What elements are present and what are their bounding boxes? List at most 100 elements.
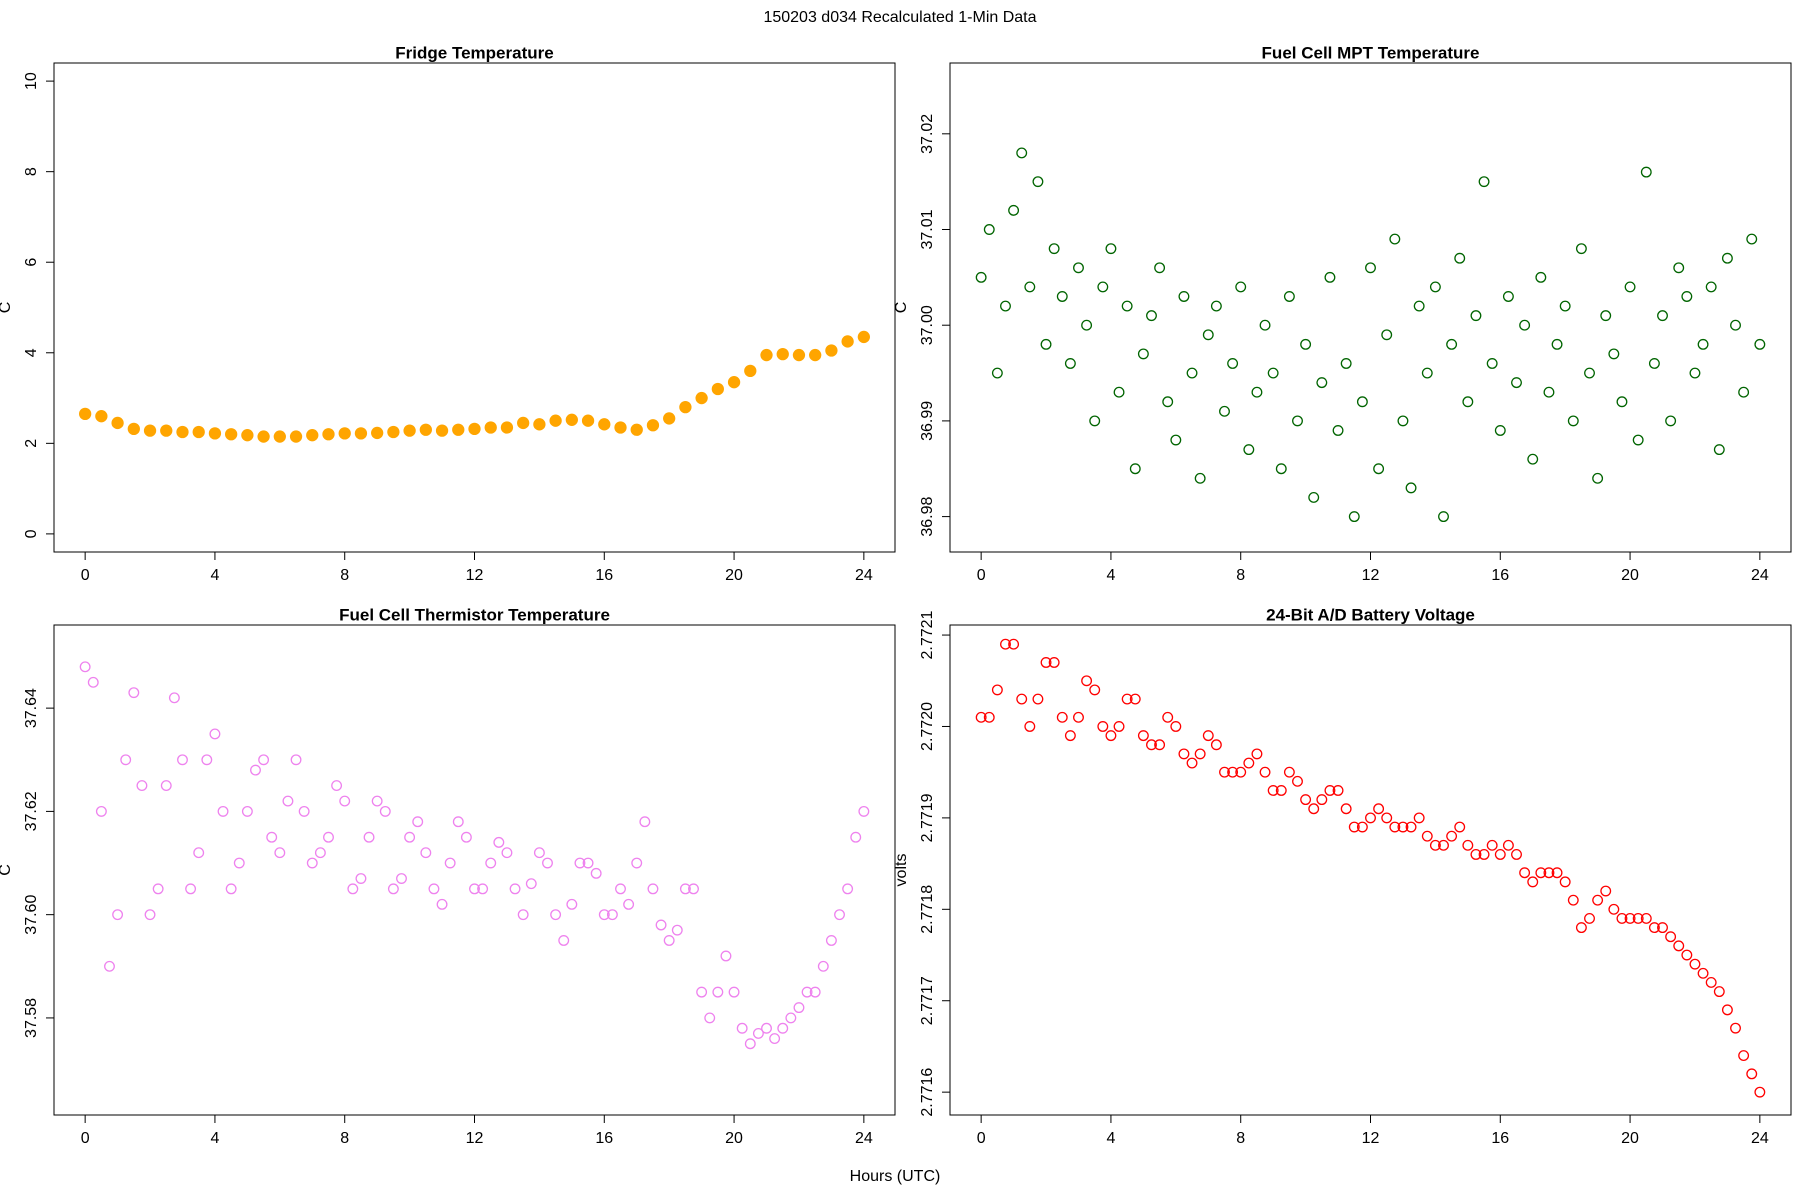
y-tick-label: 37.00 [919, 305, 936, 345]
data-point [1746, 233, 1758, 245]
data-point [1567, 894, 1579, 906]
data-point [233, 857, 245, 869]
x-tick-label: 0 [81, 567, 90, 584]
data-point [452, 423, 465, 436]
data-point [1105, 243, 1117, 255]
data-point [331, 780, 343, 792]
data-point [78, 407, 92, 421]
y-tick-label: 2.7719 [919, 793, 936, 842]
x-tick-label: 8 [340, 1130, 349, 1147]
data-point [1000, 638, 1011, 650]
data-point [1219, 766, 1230, 778]
data-point [509, 883, 521, 895]
x-tick-label: 12 [466, 1130, 484, 1147]
x-tick-label: 8 [1236, 1130, 1245, 1147]
y-tick-label: 37.64 [23, 688, 40, 728]
data-point [144, 909, 156, 921]
data-point [834, 909, 845, 921]
data-point [1081, 675, 1093, 687]
data-point [379, 805, 391, 817]
data-point [1454, 252, 1466, 264]
data-point [1316, 377, 1328, 389]
x-tick-label: 0 [81, 1130, 90, 1147]
data-point [1575, 243, 1587, 255]
data-point [112, 909, 124, 921]
plot-frame [949, 62, 1792, 553]
x-tick-label: 24 [855, 567, 873, 584]
data-point [104, 960, 115, 972]
data-point [574, 857, 586, 869]
data-point [314, 847, 326, 859]
data-point [1470, 310, 1482, 322]
data-point [1608, 348, 1620, 360]
plot-frame [949, 624, 1792, 1116]
data-point [1300, 338, 1312, 350]
data-point [1008, 638, 1020, 650]
data-point [79, 661, 91, 673]
data-point [704, 1012, 716, 1024]
data-point [776, 347, 789, 361]
data-point [1137, 348, 1149, 360]
plot-frame [53, 624, 896, 1116]
data-point [1559, 300, 1571, 312]
data-point [120, 754, 132, 766]
data-point [1210, 300, 1222, 312]
data-point [1040, 338, 1052, 350]
data-point [1616, 913, 1628, 924]
x-tick-label: 4 [210, 567, 219, 584]
data-point [1429, 281, 1441, 293]
data-point [266, 831, 278, 843]
x-tick-label: 16 [595, 567, 613, 584]
data-point [727, 376, 741, 389]
y-tick-label: 37.02 [919, 114, 936, 154]
y-tick-label: 2.7717 [919, 976, 936, 1025]
y-axis-label: C [893, 302, 910, 314]
data-point [192, 425, 205, 439]
data-point [1470, 849, 1482, 860]
data-point [785, 1012, 797, 1024]
data-point [1202, 329, 1214, 341]
data-point [1624, 281, 1636, 293]
data-point [1129, 693, 1141, 705]
data-point [338, 427, 351, 440]
x-tick-label: 8 [1236, 567, 1245, 584]
data-point [1397, 415, 1409, 427]
data-point [1251, 386, 1263, 398]
data-point [1024, 721, 1036, 732]
data-point [1511, 849, 1522, 860]
data-point [1186, 757, 1198, 769]
data-point [1089, 415, 1101, 427]
x-tick-label: 0 [977, 567, 986, 584]
data-point [1478, 849, 1490, 860]
data-point [1592, 894, 1604, 906]
data-point [1170, 721, 1182, 732]
data-point [501, 847, 513, 859]
data-point [1365, 262, 1376, 274]
data-point [1705, 281, 1717, 293]
data-point [177, 754, 188, 766]
data-point [1413, 300, 1425, 312]
x-tick-label: 24 [855, 1130, 873, 1147]
panel-title: Fuel Cell Thermistor Temperature [339, 605, 610, 624]
data-point [1551, 867, 1563, 879]
data-point [566, 898, 578, 910]
data-point [1300, 794, 1312, 806]
data-point [1616, 396, 1628, 408]
data-point [1389, 233, 1401, 245]
data-point [744, 364, 757, 378]
data-point [1657, 310, 1668, 322]
data-point [1056, 711, 1068, 723]
data-point [688, 883, 699, 895]
data-point [752, 1027, 764, 1039]
data-point [484, 421, 497, 434]
data-point [631, 857, 643, 869]
data-point [1584, 913, 1595, 924]
x-tick-label: 4 [1106, 1130, 1115, 1147]
data-point [558, 935, 570, 946]
data-point [371, 795, 383, 807]
data-point [533, 847, 545, 859]
data-point [858, 805, 870, 817]
data-point [975, 711, 987, 723]
data-point [760, 348, 773, 362]
